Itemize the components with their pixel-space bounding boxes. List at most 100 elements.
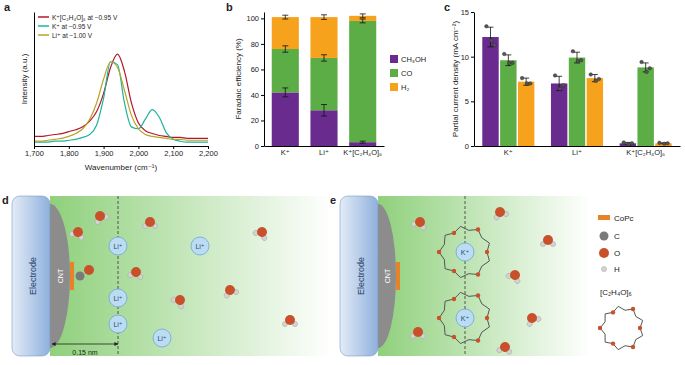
crown-ether [437, 226, 490, 277]
diagram-legend: CoPcCOH[C₂H₄O]₆ [598, 214, 643, 350]
data-point [511, 61, 515, 65]
water [491, 205, 509, 221]
tick-mark [261, 95, 264, 96]
oxygen [145, 217, 155, 227]
tick-label: 10 [461, 53, 469, 62]
data-point [579, 58, 583, 62]
error-bar [360, 14, 366, 18]
data-point [597, 77, 601, 81]
error-cap [282, 19, 288, 20]
data-point [648, 66, 652, 70]
bar [637, 67, 653, 146]
oxygen [224, 284, 237, 297]
spectrum-line [34, 54, 208, 138]
error-cap [321, 54, 327, 55]
tick-label: 5 [465, 97, 469, 106]
error-bar [523, 78, 529, 85]
tick: 80 [251, 40, 264, 49]
water [221, 283, 239, 299]
plot-area [482, 24, 671, 146]
tick: 0 [255, 142, 264, 151]
tick-label: 2,100 [164, 149, 183, 158]
copc [70, 262, 74, 290]
ion [109, 237, 127, 255]
tick: K⁺ [281, 148, 290, 157]
legend-label: H [614, 265, 620, 274]
tick: 1,800 [60, 146, 79, 158]
tick-label: 2,000 [130, 149, 149, 158]
plot-area [272, 14, 377, 146]
legend-label: H₂ [401, 83, 409, 92]
data-point [502, 52, 506, 56]
data-point [622, 141, 626, 145]
axis-line [34, 13, 35, 147]
ion-label: Li⁺ [113, 321, 122, 328]
error-line [324, 55, 325, 61]
tick: 0 [465, 142, 474, 151]
error-bar [321, 105, 327, 116]
bar [518, 82, 534, 146]
data-point [627, 142, 631, 146]
data-point [493, 43, 497, 47]
electrolyte [378, 196, 590, 356]
cnt-label: CNT [57, 268, 64, 283]
hydrogen [601, 266, 606, 271]
y-axis: 020406080100 [246, 13, 264, 151]
bar [310, 110, 337, 146]
oxygen [414, 216, 427, 229]
ion [456, 309, 474, 327]
oxygen [84, 265, 94, 275]
error-bar [505, 55, 511, 66]
tick: 5 [465, 97, 474, 106]
tick-label: 20 [251, 116, 259, 125]
plot-area [34, 54, 208, 142]
error-bar [487, 27, 493, 47]
error-cap [360, 22, 366, 23]
error-cap [505, 65, 511, 66]
bar [551, 83, 567, 146]
tick: 40 [251, 91, 264, 100]
cnt-label: CNT [384, 268, 391, 283]
error-cap [360, 19, 366, 20]
tick: 1,700 [25, 146, 44, 158]
error-cap [360, 17, 366, 18]
tick-label: Li⁺ [572, 148, 582, 157]
crown-oxygen [476, 338, 480, 342]
error-line [362, 14, 363, 18]
error-cap [321, 116, 327, 117]
electrode [340, 196, 378, 356]
figure: a1,7001,8001,9002,0002,1002,200Wavenumbe… [0, 0, 685, 365]
data-point [658, 141, 662, 145]
data-point [553, 74, 557, 78]
oxygen [525, 311, 539, 325]
axis-title: Wavenumber (cm⁻¹) [85, 163, 158, 172]
bar [272, 92, 299, 146]
tick-label: 1,900 [95, 149, 114, 158]
data-point [520, 76, 524, 80]
axis-line [265, 146, 385, 147]
error-bar [282, 46, 288, 52]
crown-oxygen [485, 316, 489, 320]
x-axis: K⁺Li⁺K⁺[C₂H₄O]₆ [475, 147, 681, 158]
tick: Li⁺ [572, 148, 582, 157]
legend-swatch [390, 83, 398, 91]
panel-label: e [330, 194, 336, 206]
oxygen [130, 266, 142, 278]
crown-oxygen [611, 341, 615, 345]
crown-ring [600, 306, 643, 349]
distance-arrow [52, 344, 118, 345]
ion-label: K⁺ [461, 315, 470, 322]
water [496, 341, 513, 355]
tick: 10 [461, 53, 474, 62]
tick-mark [471, 101, 474, 102]
axis-line [264, 13, 265, 147]
axis-title: Partial current density (mA cm⁻²) [451, 21, 460, 138]
legend-label: C [614, 232, 620, 241]
y-axis: 051015 [461, 8, 475, 151]
oxygen [599, 248, 609, 258]
carbon [76, 272, 85, 281]
crown-ring [439, 226, 489, 277]
error-bar [592, 75, 598, 82]
crown-oxygen [485, 250, 489, 254]
legend-label: Li⁺ at −1.00 V [52, 32, 93, 39]
